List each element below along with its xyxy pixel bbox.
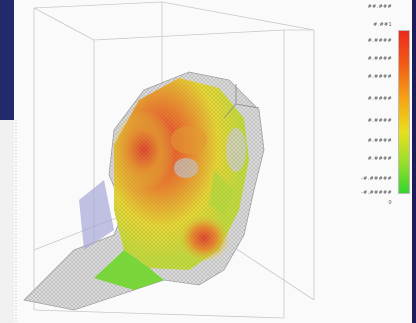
legend-label: #.#### <box>367 56 392 62</box>
legend-label: -#.##### <box>361 176 392 182</box>
heatmap-surface <box>94 78 249 290</box>
legend-label: #.##1 <box>373 22 392 28</box>
legend-label: #.#### <box>367 156 392 162</box>
legend-label: #.#### <box>367 118 392 124</box>
legend-label: -#.##### <box>361 190 392 196</box>
side-panel-lower <box>0 120 14 323</box>
legend-label: #.#### <box>367 96 392 102</box>
side-panel-edge <box>0 0 14 120</box>
legend-label: ##.### <box>367 4 392 10</box>
legend-label: 0 <box>388 200 392 206</box>
legend-label: #.#### <box>367 74 392 80</box>
legend-color-bar <box>398 30 410 194</box>
axis-triad <box>223 84 260 119</box>
3d-scene <box>15 1 315 323</box>
legend-label: #.#### <box>367 38 392 44</box>
bounding-box <box>33 1 315 319</box>
3d-viewport[interactable]: ##.### #.##1 #.#### #.#### #.#### #.####… <box>14 0 412 323</box>
legend-label: #.#### <box>367 138 392 144</box>
